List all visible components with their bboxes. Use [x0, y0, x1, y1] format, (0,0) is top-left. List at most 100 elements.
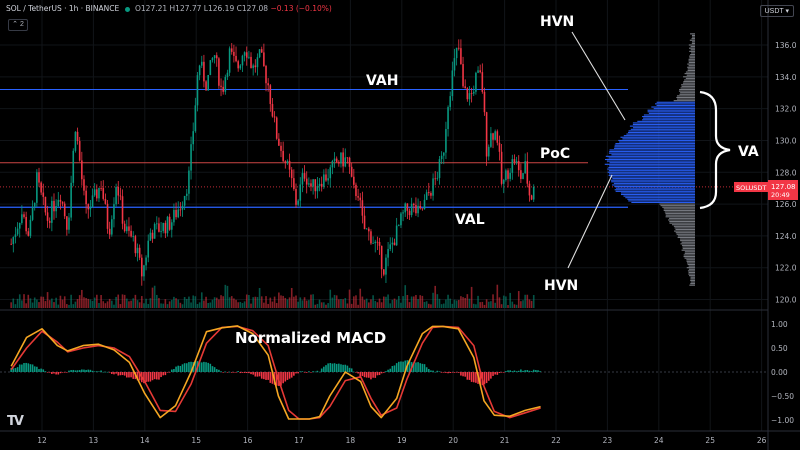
- candle-body: [72, 150, 75, 183]
- candle-body: [380, 245, 383, 270]
- macd-histogram-bar: [462, 372, 464, 377]
- candle-body: [353, 176, 355, 185]
- candle-body: [222, 86, 224, 92]
- volume-bar: [160, 303, 162, 308]
- macd-histogram-bar: [53, 372, 55, 374]
- macd-histogram-bar: [398, 361, 400, 372]
- volume-bar: [451, 303, 454, 308]
- macd-histogram-bar: [237, 371, 239, 372]
- volume-bar: [239, 301, 242, 308]
- volume-bar: [355, 295, 357, 308]
- candle-body: [70, 182, 72, 218]
- volume-profile-bar: [643, 114, 695, 116]
- volume-bar: [312, 294, 314, 308]
- volume-bar: [442, 303, 445, 308]
- candle-body: [177, 209, 180, 218]
- volume-bar: [483, 304, 486, 308]
- candle-body: [331, 161, 334, 168]
- candle-body: [205, 81, 207, 91]
- candle-body: [297, 200, 299, 205]
- macd-histogram-bar: [132, 372, 135, 379]
- tradingview-logo-icon[interactable]: TV: [7, 414, 24, 429]
- volume-profile-bar: [610, 179, 695, 181]
- candle-body: [496, 131, 499, 143]
- volume-profile-bar: [681, 241, 695, 243]
- macd-histogram-bar: [57, 372, 60, 375]
- volume-profile-bar: [684, 251, 695, 253]
- macd-histogram-bar: [256, 372, 259, 377]
- volume-bar: [462, 297, 464, 308]
- volume-profile-bar: [690, 278, 695, 280]
- macd-histogram-bar: [18, 364, 21, 372]
- volume-profile-bar: [651, 106, 695, 108]
- volume-bar: [51, 298, 53, 308]
- macd-histogram-bar: [340, 364, 342, 372]
- candle-body: [91, 195, 94, 208]
- hvn-top-label: HVN: [540, 14, 574, 30]
- macd-histogram-bar: [115, 372, 117, 374]
- volume-bar: [138, 302, 141, 308]
- candle-body: [340, 152, 342, 164]
- candle-body: [385, 257, 387, 275]
- volume-bar: [310, 294, 312, 308]
- volume-bar: [436, 294, 439, 308]
- volume-profile-bar: [689, 39, 695, 41]
- volume-bar: [74, 301, 77, 308]
- candle-body: [346, 157, 349, 159]
- currency-selector[interactable]: USDT ▾: [759, 5, 794, 17]
- macd-histogram-bar: [117, 372, 120, 376]
- candle-body: [271, 103, 274, 117]
- candle-body: [218, 58, 220, 86]
- macd-histogram-bar: [87, 369, 90, 372]
- macd-histogram-bar: [393, 365, 396, 372]
- volume-profile-bar: [663, 209, 695, 211]
- macd-histogram-bar: [363, 372, 366, 378]
- volume-bar: [100, 295, 102, 308]
- indicator-collapse-button[interactable]: ⌃ 2: [8, 19, 28, 31]
- volume-bar: [385, 296, 387, 308]
- volume-bar: [314, 304, 317, 308]
- volume-bar: [398, 295, 400, 308]
- candle-body: [440, 155, 443, 160]
- volume-bar: [340, 299, 342, 308]
- volume-profile-bar: [680, 240, 695, 242]
- price-change: −0.13 (−0.10%): [270, 4, 332, 13]
- volume-profile-bar: [628, 200, 695, 202]
- macd-histogram-bar: [218, 369, 220, 372]
- candle-body: [233, 51, 235, 56]
- volume-bar: [494, 302, 496, 308]
- macd-histogram-bar: [528, 370, 531, 372]
- candle-body: [185, 193, 188, 196]
- candle-body: [314, 179, 317, 192]
- volume-profile-bar: [690, 33, 695, 35]
- volume-bar: [526, 294, 529, 308]
- x-tick-label: 16: [243, 436, 253, 445]
- symbol-title[interactable]: SOL / TetherUS · 1h · BINANCE: [6, 4, 120, 13]
- macd-histogram-bar: [297, 372, 299, 374]
- volume-profile-bar: [680, 92, 695, 94]
- candle-body: [483, 91, 486, 113]
- macd-histogram-bar: [530, 371, 533, 372]
- volume-profile-bar: [665, 216, 695, 218]
- volume-bar: [432, 292, 434, 308]
- macd-title: Normalized MACD: [235, 329, 386, 347]
- symbol-header[interactable]: SOL / TetherUS · 1h · BINANCE O127.21 H1…: [6, 4, 332, 13]
- volume-bar: [325, 304, 327, 308]
- candle-body: [102, 188, 105, 199]
- candle-body: [200, 61, 203, 66]
- volume-bar: [329, 289, 332, 308]
- macd-histogram-bar: [342, 364, 344, 372]
- volume-bar: [96, 294, 98, 308]
- candle-body: [117, 186, 120, 196]
- price-tick-label: 132.0: [775, 105, 797, 114]
- volume-bar: [290, 287, 293, 308]
- macd-histogram-bar: [346, 365, 349, 372]
- volume-bar: [185, 298, 188, 308]
- x-tick-label: 24: [654, 436, 664, 445]
- candle-body: [389, 244, 392, 250]
- macd-tick-label: 0.50: [771, 344, 788, 353]
- macd-tick-label: 0.00: [771, 368, 788, 377]
- volume-profile-bar: [679, 88, 695, 91]
- macd-histogram-bar: [265, 372, 267, 380]
